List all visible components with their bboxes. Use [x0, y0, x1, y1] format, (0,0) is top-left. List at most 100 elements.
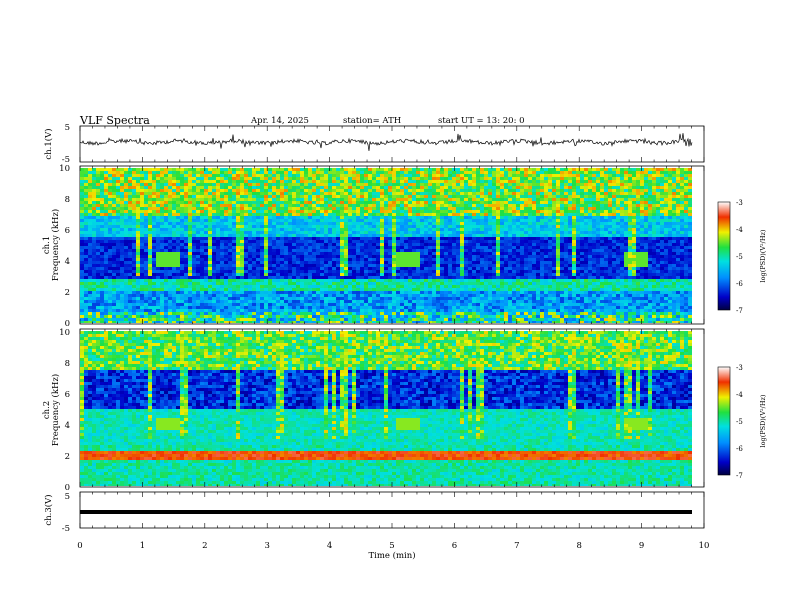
spectrogram-cell: [308, 225, 312, 228]
spectrogram-cell: [248, 243, 252, 246]
spectrogram-cell: [188, 189, 192, 192]
spectrogram-cell: [376, 243, 380, 246]
spectrogram-cell: [256, 258, 260, 261]
spectrogram-cell: [216, 279, 220, 282]
spectrogram-cell: [128, 240, 132, 243]
spectrogram-cell: [324, 210, 328, 213]
spectrogram-cell: [184, 300, 188, 303]
spectrogram-cell: [212, 216, 216, 219]
spectrogram-cell: [252, 309, 256, 312]
spectrogram-cell: [104, 315, 108, 318]
spectrogram-cell: [136, 198, 140, 201]
spectrogram-cell: [80, 195, 84, 198]
spectrogram-cell: [384, 168, 388, 171]
spectrogram-cell: [380, 231, 384, 234]
spectrogram-cell: [212, 303, 216, 306]
spectrogram-cell: [132, 321, 136, 323]
spectrogram-cell: [160, 225, 164, 228]
spectrogram-cell: [88, 321, 92, 323]
spectrogram-cell: [440, 252, 444, 255]
spectrogram-cell: [216, 285, 220, 288]
spectrogram-cell: [412, 237, 416, 240]
spectrogram-cell: [208, 204, 212, 207]
spectrogram-cell: [340, 225, 344, 228]
spectrogram-cell: [328, 312, 332, 315]
spectrogram-cell: [216, 288, 220, 291]
spectrogram-cell: [296, 183, 300, 186]
spectrogram-cell: [372, 309, 376, 312]
spectrogram-cell: [400, 228, 404, 231]
spectrogram-cell: [400, 189, 404, 192]
spectrogram-cell: [316, 231, 320, 234]
spectrogram-cell: [156, 249, 160, 252]
spectrogram-cell: [328, 315, 332, 318]
spectrogram-cell: [420, 321, 424, 323]
spectrogram-cell: [416, 318, 420, 321]
spectrogram-cell: [160, 195, 164, 198]
spectrogram-cell: [180, 267, 184, 270]
spectrogram-cell: [460, 243, 464, 246]
spectrogram-cell: [288, 294, 292, 297]
spectrogram-cell: [108, 261, 112, 264]
spectrogram-cell: [336, 267, 340, 270]
spectrogram-cell: [216, 258, 220, 261]
spectrogram-cell: [356, 267, 360, 270]
spectrogram-cell: [364, 207, 368, 210]
spectrogram-cell: [280, 234, 284, 237]
spectrogram-cell: [100, 234, 104, 237]
spectrogram-cell: [136, 219, 140, 222]
spectrogram-cell: [144, 225, 148, 228]
spectrogram-cell: [392, 297, 396, 300]
spectrogram-cell: [276, 201, 280, 204]
spectrogram-cell: [280, 240, 284, 243]
spectrogram-cell: [400, 288, 404, 291]
spectrogram-cell: [260, 285, 264, 288]
spectrogram-cell: [100, 231, 104, 234]
spectrogram-cell: [300, 270, 304, 273]
spectrogram-cell: [384, 279, 388, 282]
spectrogram-cell: [432, 171, 436, 174]
spectrogram-cell: [216, 240, 220, 243]
spectrogram-cell: [360, 291, 364, 294]
spectrogram-cell: [332, 234, 336, 237]
spectrogram-cell: [172, 234, 176, 237]
spectrogram-cell: [372, 204, 376, 207]
spectrogram-cell: [336, 279, 340, 282]
spectrogram-cell: [80, 309, 84, 312]
spectrogram-cell: [324, 276, 328, 279]
spectrogram-cell: [400, 279, 404, 282]
spectrogram-cell: [116, 258, 120, 261]
spectrogram-cell: [300, 234, 304, 237]
spectrogram-cell: [436, 282, 440, 285]
spectrogram-cell: [288, 228, 292, 231]
spectrogram-cell: [440, 186, 444, 189]
spectrogram-cell: [340, 288, 344, 291]
spectrogram-cell: [152, 177, 156, 180]
spectrogram-cell: [388, 285, 392, 288]
spectrogram-cell: [368, 267, 372, 270]
spectrogram-cell: [300, 291, 304, 294]
spectrogram-cell: [124, 210, 128, 213]
spectrogram-cell: [292, 210, 296, 213]
spectrogram-cell: [332, 246, 336, 249]
spectrogram-cell: [376, 321, 380, 323]
spectrogram-cell: [152, 309, 156, 312]
spectrogram-cell: [176, 180, 180, 183]
spectrogram-cell: [308, 267, 312, 270]
spectrogram-cell: [116, 219, 120, 222]
spectrogram-cell: [84, 210, 88, 213]
spectrogram-cell: [356, 243, 360, 246]
spectrogram-cell: [272, 192, 276, 195]
spectrogram-cell: [352, 210, 356, 213]
spectrogram-cell: [460, 207, 464, 210]
spectrogram-cell: [376, 225, 380, 228]
spectrogram-cell: [416, 258, 420, 261]
spectrogram-cell: [156, 258, 160, 261]
spectrogram-cell: [328, 186, 332, 189]
spectrogram-cell: [180, 201, 184, 204]
spectrogram-cell: [96, 186, 100, 189]
spectrogram-cell: [144, 267, 148, 270]
spectrogram-cell: [400, 306, 404, 309]
spectrogram-cell: [372, 240, 376, 243]
spectrogram-cell: [304, 288, 308, 291]
